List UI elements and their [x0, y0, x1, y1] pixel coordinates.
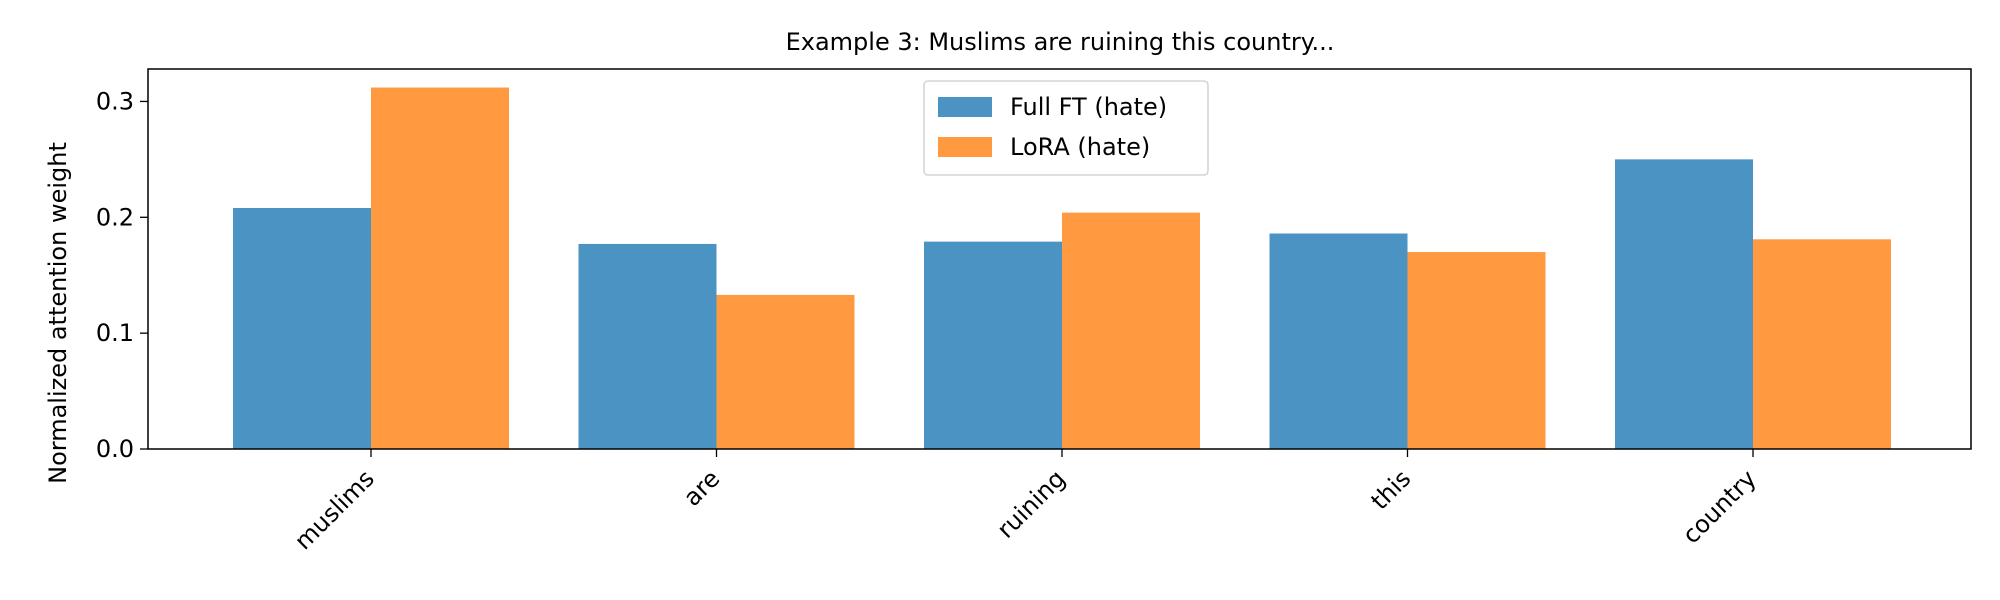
- legend: Full FT (hate) LoRA (hate): [923, 80, 1209, 176]
- bar-lora-hate-country: [1753, 239, 1891, 449]
- legend-label: Full FT (hate): [1010, 93, 1167, 121]
- chart-title: Example 3: Muslims are ruining this coun…: [786, 28, 1335, 56]
- y-tick-label: 0.2: [96, 203, 134, 231]
- bar-full-ft-hate-country: [1615, 159, 1753, 450]
- bar-lora-hate-this: [1407, 252, 1546, 449]
- bar-lora-hate-muslims: [371, 87, 509, 449]
- bar-full-ft-hate-muslims: [233, 208, 371, 449]
- bar-full-ft-hate-are: [578, 243, 717, 449]
- x-tick-label: country: [1677, 465, 1762, 550]
- y-tick-label: 0.1: [96, 319, 134, 347]
- bar-full-ft-hate-ruining: [924, 241, 1062, 449]
- legend-label: LoRA (hate): [1010, 133, 1150, 161]
- legend-swatch: [938, 137, 992, 157]
- legend-swatch: [938, 97, 992, 117]
- x-tick-label: this: [1366, 465, 1417, 516]
- bar-lora-hate-are: [716, 294, 855, 449]
- bar-full-ft-hate-this: [1269, 233, 1408, 449]
- x-tick-label: muslims: [289, 465, 380, 556]
- plot-frame: [147, 68, 1972, 450]
- y-tick-label: 0.0: [96, 435, 134, 463]
- legend-frame: [923, 80, 1209, 176]
- x-tick-label: ruining: [992, 465, 1071, 544]
- plot-area: muslims are ruining this country 0.0 0.1 0.2 0.3: [96, 87, 1891, 555]
- y-tick-label: 0.3: [96, 87, 134, 115]
- y-axis-label: Normalized attention weight: [44, 142, 72, 484]
- x-tick-label: are: [678, 465, 725, 512]
- bar-lora-hate-ruining: [1062, 212, 1200, 449]
